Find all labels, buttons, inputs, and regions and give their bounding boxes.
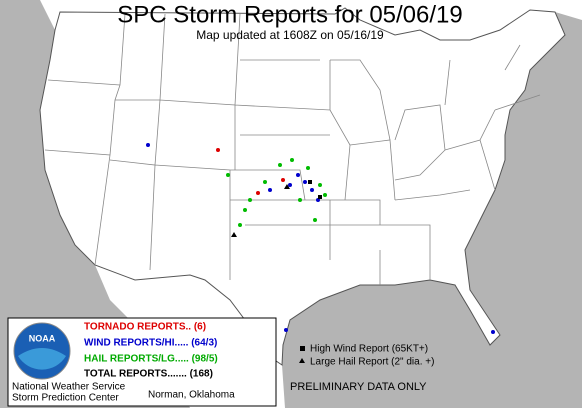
high-wind-key: High Wind Report (65KT+) — [310, 344, 428, 355]
agency: National Weather Service — [12, 382, 126, 393]
center: Storm Prediction Center — [12, 393, 119, 404]
wind-dot — [288, 183, 292, 187]
tornado-dot — [281, 178, 285, 182]
hail-legend: HAIL REPORTS/LG..... (98/5) — [84, 354, 218, 365]
wind-dot — [303, 180, 307, 184]
total-legend: TOTAL REPORTS....... (168) — [84, 369, 213, 380]
tornado-dot — [216, 148, 220, 152]
key-square — [300, 346, 305, 351]
logo-text: NOAA — [29, 333, 56, 343]
tornado-legend: TORNADO REPORTS.. (6) — [84, 322, 206, 333]
wind-dot — [310, 188, 314, 192]
hail-dot — [313, 218, 317, 222]
hail-dot — [226, 173, 230, 177]
state-borders — [44, 13, 541, 285]
notice: PRELIMINARY DATA ONLY — [290, 381, 427, 393]
hail-dot — [278, 163, 282, 167]
tornado-dot — [256, 191, 260, 195]
hail-dot — [318, 183, 322, 187]
hail-dot — [290, 158, 294, 162]
hail-dot — [298, 198, 302, 202]
wind-dot — [284, 328, 288, 332]
location: Norman, Oklahoma — [148, 390, 235, 401]
wind-dot — [491, 330, 495, 334]
high-wind-marker — [318, 195, 322, 199]
large-hail-marker — [284, 184, 290, 189]
noaa-logo-wave — [18, 348, 66, 370]
wind-dot — [268, 188, 272, 192]
hail-dot — [248, 198, 252, 202]
large-hail-key: Large Hail Report (2" dia. +) — [310, 357, 434, 368]
report-dots — [146, 143, 495, 334]
high-wind-marker — [308, 180, 312, 184]
title: SPC Storm Reports for 05/06/19 — [117, 1, 463, 28]
subtitle: Map updated at 1608Z on 05/16/19 — [196, 28, 384, 42]
large-hail-marker — [231, 232, 237, 237]
wind-legend: WIND REPORTS/HI..... (64/3) — [84, 338, 217, 349]
wind-dot — [146, 143, 150, 147]
hail-dot — [238, 223, 242, 227]
key-triangle — [299, 358, 305, 363]
hail-dot — [263, 180, 267, 184]
hail-dot — [243, 208, 247, 212]
hail-dot — [323, 193, 327, 197]
wind-dot — [296, 173, 300, 177]
hail-dot — [306, 166, 310, 170]
